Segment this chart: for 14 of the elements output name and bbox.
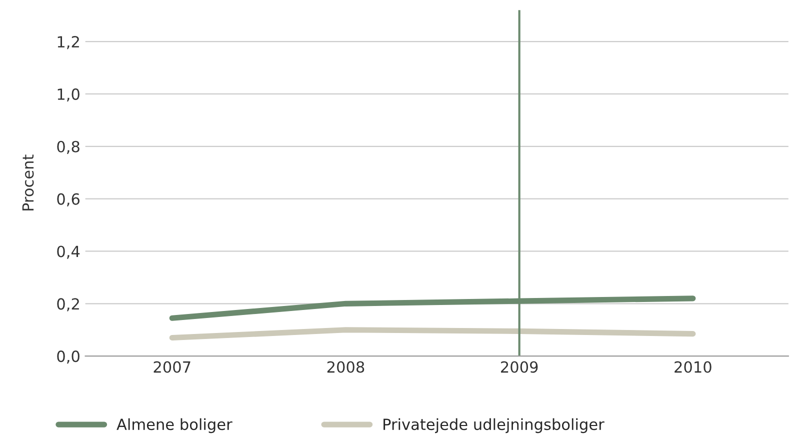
y-axis-title: Procent bbox=[22, 154, 34, 210]
y-tick-label: 1,0 bbox=[58, 88, 80, 102]
legend-label: Privatejede udlejningsboliger bbox=[384, 418, 604, 434]
y-tick-label: 0,6 bbox=[57, 193, 80, 206]
x-tick-label: 2008 bbox=[327, 361, 364, 373]
x-tick-label: 2009 bbox=[501, 361, 538, 373]
x-tick-label: 2010 bbox=[674, 361, 712, 373]
y-tick-label: 0,8 bbox=[57, 140, 80, 154]
y-tick-label: 1,2 bbox=[58, 36, 79, 50]
x-tick-label: 2007 bbox=[154, 361, 190, 373]
y-tick-label: 0,2 bbox=[57, 298, 79, 312]
legend-label: Almene boliger bbox=[116, 418, 232, 434]
y-tick-label: 0,0 bbox=[57, 350, 80, 364]
y-tick-label: 0,4 bbox=[57, 246, 80, 259]
